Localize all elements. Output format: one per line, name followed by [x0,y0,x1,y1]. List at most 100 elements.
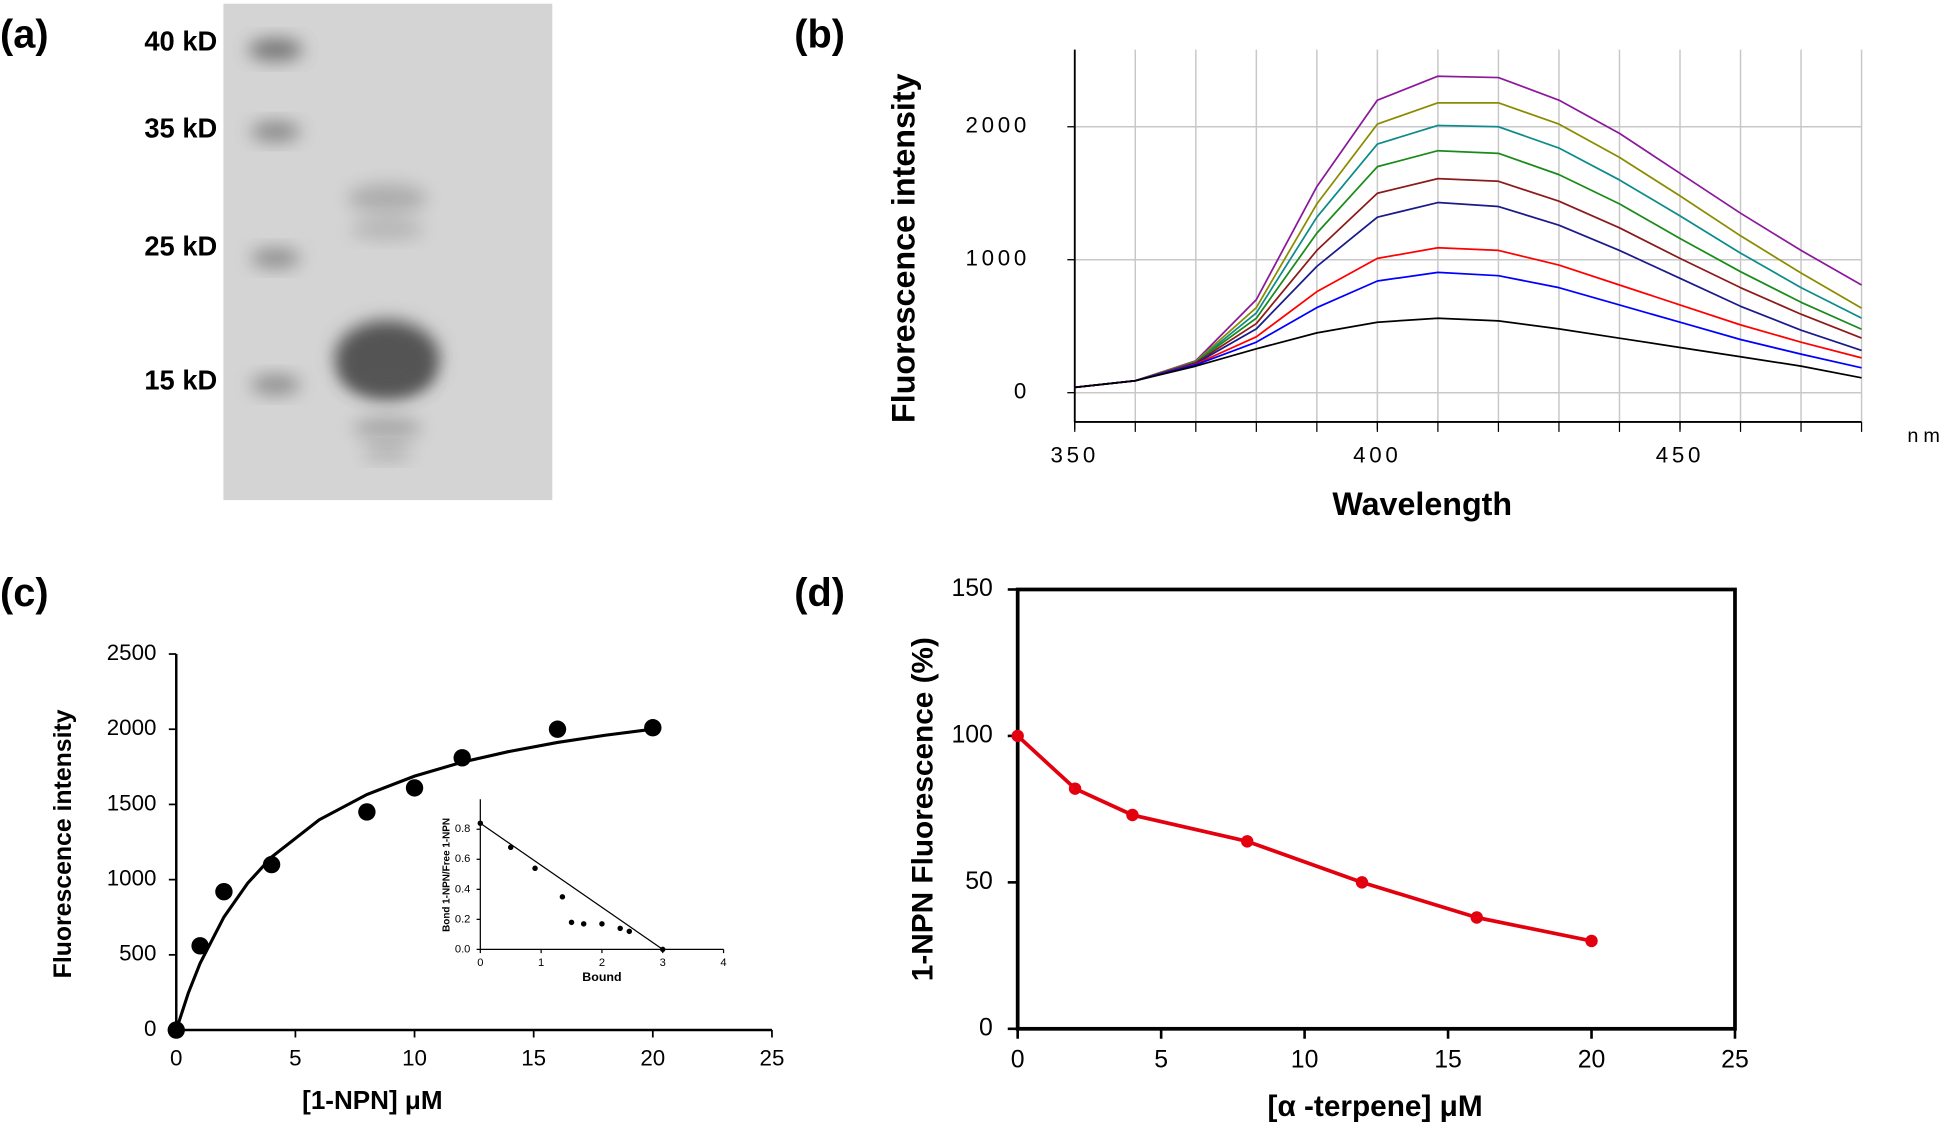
point [532,865,538,872]
line-series [1074,271,1862,389]
point [405,779,424,797]
line-series [1074,317,1862,389]
gel-band [347,183,427,214]
y-tick-label: 150 [951,575,992,602]
x-tick-label: 1 [538,957,544,969]
y-tick-label: 0.2 [455,913,471,925]
gel-band [362,445,413,461]
point [215,882,233,901]
x-tick-label: 4 [720,957,726,969]
point [599,921,605,927]
point [1068,782,1082,795]
y-tick-label: 2500 [107,640,157,665]
x-tick-label: 25 [760,1046,785,1071]
y-tick-label: 100 [951,721,992,748]
gel-band [352,416,422,440]
y-axis-label: Bond 1-NPN/Free 1-NPN [441,818,452,932]
y-tick-label: 2000 [966,113,1031,138]
marker-label: 35 kD [144,113,217,144]
y-tick-label: 0.6 [455,853,471,865]
point [580,921,587,927]
fit-line [479,822,664,950]
y-tick-label: 0.4 [455,883,471,895]
y-axis-label: 1-NPN Fluorescence (%) [906,637,939,981]
marker-label: 40 kD [144,26,217,57]
x-tick-label: 350 [1051,443,1099,468]
y-tick-label: 1000 [107,866,157,891]
x-tick-label: 0 [170,1046,182,1071]
y-tick-label: 0 [144,1016,156,1041]
point [262,855,281,874]
gel-band [250,248,301,269]
y-tick-label: 0 [1014,379,1030,404]
y-axis-label: Fluorescence intensity [886,73,922,423]
gel-band [350,219,425,240]
marker-label: 25 kD [144,230,217,261]
x-axis-label: Wavelength [1332,486,1512,522]
x-tick-label: 15 [1434,1047,1462,1074]
line-series [1074,177,1862,389]
line-series [1016,734,1592,943]
x-tick-label: 10 [1291,1047,1319,1074]
point [568,919,575,926]
x-axis-label: [α -terpene] μM [1268,1090,1483,1123]
y-tick-label: 0.0 [455,943,471,955]
x-unit: nm [1907,425,1945,447]
point [548,720,567,738]
panel-label: (c) [0,571,49,615]
line-series [1074,75,1863,389]
line-series [1074,101,1863,389]
point [191,937,209,955]
x-tick-label: 20 [640,1046,665,1071]
point [626,928,633,935]
point [507,844,514,850]
point [477,820,484,826]
marker-label: 15 kD [144,364,217,395]
y-tick-label: 0 [979,1014,993,1041]
gel-band [250,374,301,395]
x-tick-label: 10 [402,1046,427,1071]
plot-frame [1015,587,1737,1031]
gel-image [223,3,553,501]
point [358,803,376,821]
panel-label: (d) [794,571,845,615]
x-tick-label: 450 [1656,443,1704,468]
line-series [1074,149,1862,389]
x-axis-label: [1-NPN] μM [302,1085,442,1115]
fit-line [174,727,654,1031]
y-axis-label: Fluorescence intensity [50,709,77,978]
point [617,925,623,932]
gel-band [248,38,303,61]
point [660,946,666,953]
y-tick-label: 0.8 [455,823,471,835]
line-series [1074,124,1862,389]
panel-label: (b) [794,13,845,57]
point [1126,808,1139,822]
point [644,719,662,737]
y-tick-label: 1000 [966,246,1031,271]
line-series [1074,246,1862,389]
y-tick-label: 2000 [107,715,157,740]
y-tick-label: 50 [965,868,993,895]
line-series [1074,201,1862,389]
point [559,894,566,900]
x-tick-label: 15 [521,1046,546,1071]
x-tick-label: 0 [477,957,483,969]
point [167,1021,185,1039]
point [1355,876,1369,889]
point [1011,729,1024,743]
gel-band [250,121,301,142]
x-tick-label: 3 [660,957,666,969]
x-tick-label: 0 [1011,1047,1025,1074]
point [453,749,471,767]
y-tick-label: 500 [119,941,156,966]
x-tick-label: 20 [1578,1047,1606,1074]
x-tick-label: 5 [1154,1047,1168,1074]
x-tick-label: 25 [1721,1047,1749,1074]
x-tick-label: 5 [289,1046,301,1071]
panel-label: (a) [0,13,49,57]
point [1585,934,1598,948]
x-axis-label: Bound [582,970,621,984]
